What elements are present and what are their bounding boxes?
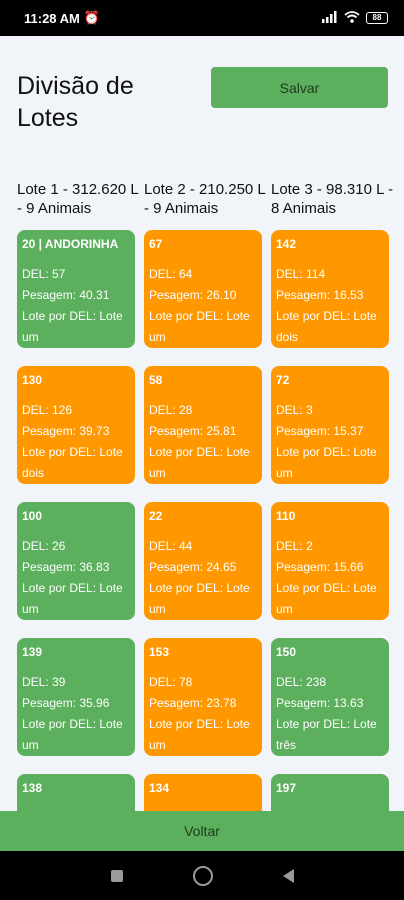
card-lote: Lote por DEL: Lote um: [22, 309, 123, 344]
card-del: DEL: 64: [149, 267, 193, 281]
column-header-lote-2: Lote 2 - 210.250 L - 9 Animais: [144, 181, 266, 217]
card-lote: Lote por DEL: Lote um: [149, 717, 250, 752]
wifi-icon: [344, 10, 360, 26]
card-lote: Lote por DEL: Lote um: [149, 445, 250, 480]
card-title: 134: [149, 781, 170, 795]
signal-icon: [322, 10, 338, 26]
card-lote: Lote por DEL: Lote um: [276, 445, 377, 480]
card-lote: Lote por DEL: Lote um: [149, 309, 250, 344]
card-title: 142: [276, 237, 297, 251]
battery-icon: 88: [366, 12, 388, 24]
card-pesagem: Pesagem: 35.96: [22, 696, 110, 710]
animal-card[interactable]: 110 DEL: 2 Pesagem: 15.66 Lote por DEL: Lot…: [271, 502, 389, 620]
card-title: 72: [276, 373, 290, 387]
card-del: DEL: 39: [22, 675, 66, 689]
card-del: DEL: 126: [22, 403, 73, 417]
card-del: DEL: 2: [276, 539, 313, 553]
animal-card[interactable]: 150 DEL: 238 Pesagem: 13.63 Lote por DEL: L…: [271, 638, 389, 756]
animal-card[interactable]: 153 DEL: 78 Pesagem: 23.78 Lote por DEL: Lo…: [144, 638, 262, 756]
card-lote: Lote por DEL: Lote um: [276, 581, 377, 616]
card-title: 22: [149, 509, 163, 523]
card-pesagem: Pesagem: 26.10: [149, 288, 237, 302]
recents-icon[interactable]: [110, 869, 123, 882]
animal-card[interactable]: 130 DEL: 126 Pesagem: 39.73 Lote por DEL: L…: [17, 366, 135, 484]
card-del: DEL: 114: [276, 267, 326, 281]
card-pesagem: Pesagem: 23.78: [149, 696, 237, 710]
card-lote: Lote por DEL: Lote um: [22, 717, 123, 752]
card-del: DEL: 78: [149, 675, 193, 689]
card-pesagem: Pesagem: 16.53: [276, 288, 364, 302]
card-pesagem: Pesagem: 39.73: [22, 424, 110, 438]
animal-card[interactable]: 72 DEL: 3 Pesagem: 15.37 Lote por DEL: Lote…: [271, 366, 389, 484]
card-del: DEL: 57: [22, 267, 66, 281]
animal-card[interactable]: 67 DEL: 64 Pesagem: 26.10 Lote por DEL: Lot…: [144, 230, 262, 348]
card-pesagem: Pesagem: 24.65: [149, 560, 237, 574]
home-icon[interactable]: [192, 865, 213, 886]
card-title: 130: [22, 373, 43, 387]
card-title: 197: [276, 781, 297, 795]
card-pesagem: Pesagem: 36.83: [22, 560, 110, 574]
card-lote: Lote por DEL: Lote dois: [22, 445, 123, 480]
animal-card[interactable]: 100 DEL: 26 Pesagem: 36.83 Lote por DEL: Lo…: [17, 502, 135, 620]
navigation-bar: [0, 851, 404, 900]
animal-card[interactable]: 20 | ANDORINHA DEL: 57 Pesagem: 40.31 Lote …: [17, 230, 135, 348]
page-title: Divisão de Lotes: [17, 72, 134, 132]
card-lote: Lote por DEL: Lote um: [149, 581, 250, 616]
column-header-lote-3: Lote 3 - 98.310 L - 8 Animais: [271, 181, 394, 217]
card-del: DEL: 44: [149, 539, 193, 553]
card-lote: Lote por DEL: Lote um: [22, 581, 123, 616]
card-pesagem: Pesagem: 25.81: [149, 424, 237, 438]
card-pesagem: Pesagem: 13.63: [276, 696, 364, 710]
animal-card[interactable]: 142 DEL: 114 Pesagem: 16.53 Lote por DEL: L…: [271, 230, 389, 348]
card-title: 153: [149, 645, 170, 659]
animal-card[interactable]: 139 DEL: 39 Pesagem: 35.96 Lote por DEL: Lo…: [17, 638, 135, 756]
card-title: 138: [22, 781, 43, 795]
animal-card[interactable]: 22 DEL: 44 Pesagem: 24.65 Lote por DEL: Lot…: [144, 502, 262, 620]
card-pesagem: Pesagem: 15.37: [276, 424, 364, 438]
card-del: DEL: 26: [22, 539, 66, 553]
card-pesagem: Pesagem: 15.66: [276, 560, 364, 574]
card-title: 20 | ANDORINHA: [22, 237, 119, 251]
card-del: DEL: 3: [276, 403, 313, 417]
status-bar: 11:28 AM ⏰ 88: [0, 0, 404, 36]
card-title: 150: [276, 645, 297, 659]
save-button[interactable]: Salvar: [211, 67, 388, 108]
card-title: 58: [149, 373, 163, 387]
column-header-lote-1: Lote 1 - 312.620 L - 9 Animais: [17, 181, 139, 217]
card-del: DEL: 28: [149, 403, 193, 417]
card-lote: Lote por DEL: Lote três: [276, 717, 377, 752]
alarm-icon: ⏰: [83, 10, 101, 25]
card-lote: Lote por DEL: Lote dois: [276, 309, 377, 344]
card-title: 100: [22, 509, 43, 523]
card-pesagem: Pesagem: 40.31: [22, 288, 110, 302]
animal-card[interactable]: 58 DEL: 28 Pesagem: 25.81 Lote por DEL: Lot…: [144, 366, 262, 484]
card-del: DEL: 238: [276, 675, 327, 689]
status-time: 11:28 AM: [24, 10, 80, 26]
back-icon[interactable]: [282, 868, 294, 883]
card-title: 67: [149, 237, 163, 251]
card-title: 139: [22, 645, 43, 659]
card-title: 110: [276, 509, 296, 523]
back-button[interactable]: Voltar: [0, 811, 404, 851]
